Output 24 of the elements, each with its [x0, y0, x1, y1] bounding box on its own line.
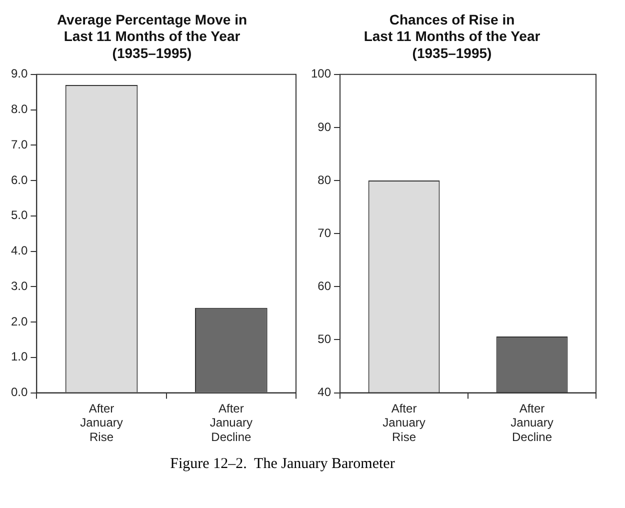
y-tick-label: 70	[318, 226, 332, 240]
x-tick-label: After January Decline	[510, 401, 554, 444]
y-tick-label: 9.0	[10, 66, 28, 81]
y-tick-label: 100	[310, 66, 332, 81]
caption: Figure 12–2. The January Barometer	[169, 456, 396, 473]
y-tick-label: 6.0	[10, 172, 28, 187]
y-tick-label: 40	[318, 385, 332, 400]
chart-title: Chances of Rise in Last 11 Months of the Year (1935–1995)	[364, 11, 541, 61]
y-tick-label: 60	[318, 278, 332, 293]
y-tick-label: 3.0	[10, 278, 28, 293]
chart-title: Average Percentage Move in Last 11 Months of the Year (1935–1995)	[56, 11, 248, 61]
y-tick-label: 4.0	[10, 244, 28, 258]
x-tick-label: After January Rise	[382, 401, 426, 444]
y-tick-label: 2.0	[10, 314, 28, 328]
y-tick-label: 1.0	[10, 350, 28, 364]
y-tick-label: 80	[318, 172, 332, 187]
y-tick-label: 8.0	[10, 102, 28, 116]
x-tick-label: After January Decline	[210, 401, 253, 444]
y-tick-label: 90	[318, 120, 332, 134]
y-tick-label: 5.0	[10, 208, 28, 222]
y-tick-label: 7.0	[10, 137, 28, 152]
y-tick-label: 50	[318, 332, 332, 346]
y-tick-label: 0.0	[10, 385, 28, 400]
x-tick-label: After January Rise	[80, 401, 123, 444]
